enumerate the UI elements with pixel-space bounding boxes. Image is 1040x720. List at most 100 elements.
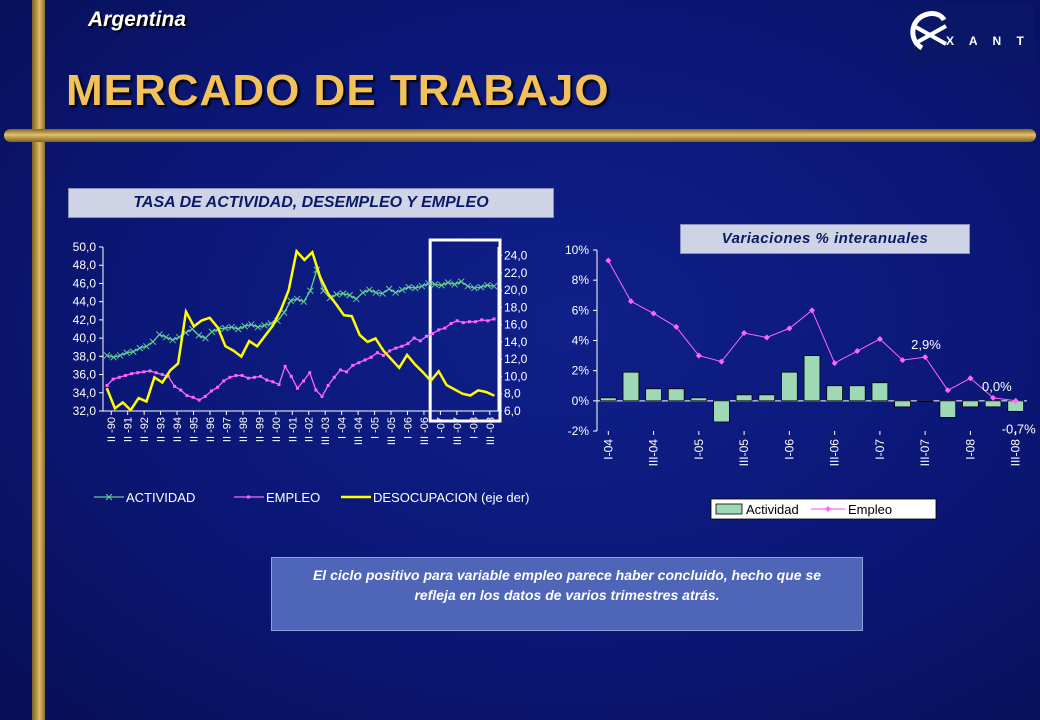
point-actividad: [379, 290, 386, 297]
point-actividad: [116, 352, 124, 359]
point-desocupacion: [185, 310, 187, 313]
point-empleo-var: [627, 298, 634, 305]
y-tick-label-right: 12,0: [504, 352, 528, 366]
bar-actividad: [871, 382, 889, 402]
point-empleo: [123, 373, 127, 377]
bar-y-tick-label: 8%: [572, 273, 590, 287]
point-empleo-var: [967, 375, 974, 382]
annotation-0-0: 0,0%: [982, 379, 1012, 394]
point-empleo: [148, 369, 152, 373]
point-actividad: [195, 332, 203, 339]
point-actividad: [136, 344, 144, 352]
point-empleo: [142, 370, 146, 374]
point-actividad: [346, 291, 354, 299]
bar-actividad: [622, 371, 640, 402]
point-actividad: [352, 295, 360, 303]
point-actividad: [392, 289, 399, 296]
point-desocupacion: [374, 337, 377, 340]
point-desocupacion: [358, 334, 361, 336]
point-desocupacion: [366, 341, 369, 343]
point-empleo: [173, 384, 177, 388]
y-tick-label-left: 46,0: [73, 276, 97, 290]
y-tick-label-left: 48,0: [73, 258, 97, 272]
point-empleo-var: [695, 352, 702, 359]
point-empleo: [265, 378, 269, 382]
point-empleo: [326, 383, 330, 387]
y-tick-label-right: 24,0: [504, 249, 528, 263]
page-title: MERCADO DE TRABAJO: [66, 66, 610, 115]
point-actividad: [123, 349, 131, 357]
y-tick-label-left: 42,0: [73, 313, 97, 327]
point-desocupacion: [406, 354, 408, 356]
point-actividad: [300, 298, 308, 306]
point-actividad: [261, 322, 268, 329]
point-desocupacion: [287, 289, 290, 291]
point-actividad: [431, 281, 439, 288]
bar-y-tick-label: 4%: [572, 334, 590, 348]
country-label: Argentina: [88, 8, 187, 31]
bar-x-tick-label: I-08: [963, 439, 977, 460]
point-desocupacion: [477, 389, 480, 392]
point-actividad: [457, 278, 465, 285]
point-desocupacion: [153, 376, 156, 379]
x-tick-label: II -01: [287, 417, 299, 442]
point-empleo: [406, 342, 410, 346]
x-tick-label: III -08: [485, 417, 497, 445]
y-tick-label-right: 6,0: [504, 404, 521, 418]
point-empleo: [308, 371, 312, 375]
gold-vertical-bar: [32, 0, 45, 720]
x-tick-label: I -06: [402, 417, 414, 439]
point-actividad: [156, 331, 163, 338]
point-empleo: [228, 375, 232, 379]
bar-actividad: [667, 388, 685, 402]
point-actividad: [490, 282, 498, 290]
y-tick-label-left: 50,0: [73, 240, 97, 254]
bar-actividad: [894, 400, 911, 408]
point-empleo: [166, 374, 170, 378]
x-tick-label: I -04: [337, 417, 349, 439]
point-empleo: [154, 371, 158, 375]
point-desocupacion: [422, 371, 424, 373]
point-empleo-var: [605, 257, 612, 264]
point-desocupacion: [445, 384, 448, 386]
point-empleo: [320, 394, 324, 398]
point-empleo: [375, 351, 379, 355]
point-empleo: [369, 355, 373, 359]
legend-label-empleo: Empleo: [848, 502, 892, 517]
point-empleo: [111, 377, 115, 381]
left-chart-title: TASA DE ACTIVIDAD, DESEMPLEO Y EMPLEO: [68, 188, 554, 218]
x-tick-label: I -08: [468, 417, 480, 439]
point-desocupacion: [461, 392, 464, 395]
point-actividad: [234, 325, 242, 333]
x-tick-label: II -00: [271, 417, 283, 442]
point-actividad: [228, 323, 235, 331]
point-empleo: [234, 373, 238, 377]
point-desocupacion: [485, 391, 487, 393]
point-actividad: [484, 281, 491, 289]
point-empleo: [381, 353, 385, 357]
point-actividad: [287, 297, 295, 305]
x-tick-label: II -93: [156, 417, 168, 442]
point-desocupacion: [137, 397, 140, 399]
annotation-2-9: 2,9%: [911, 337, 941, 352]
point-actividad: [221, 324, 229, 332]
point-desocupacion: [382, 349, 385, 352]
point-empleo: [461, 321, 465, 325]
y-tick-label-left: 36,0: [73, 368, 97, 382]
y-tick-label-left: 38,0: [73, 349, 97, 363]
legend-label-actividad: Actividad: [746, 502, 799, 517]
x-tick-label: III -07: [452, 417, 464, 445]
point-actividad: [247, 321, 255, 328]
point-empleo: [449, 322, 453, 326]
legend-label-1: EMPLEO: [266, 490, 320, 505]
x-tick-label: I -07: [435, 417, 447, 439]
point-actividad: [241, 322, 249, 330]
point-empleo-var: [876, 335, 883, 342]
y-tick-label-right: 22,0: [504, 266, 528, 280]
point-desocupacion: [414, 363, 416, 366]
point-empleo: [455, 319, 459, 323]
bar-actividad: [848, 385, 866, 402]
point-actividad: [143, 342, 150, 350]
point-empleo: [277, 383, 281, 387]
point-empleo: [179, 388, 183, 392]
